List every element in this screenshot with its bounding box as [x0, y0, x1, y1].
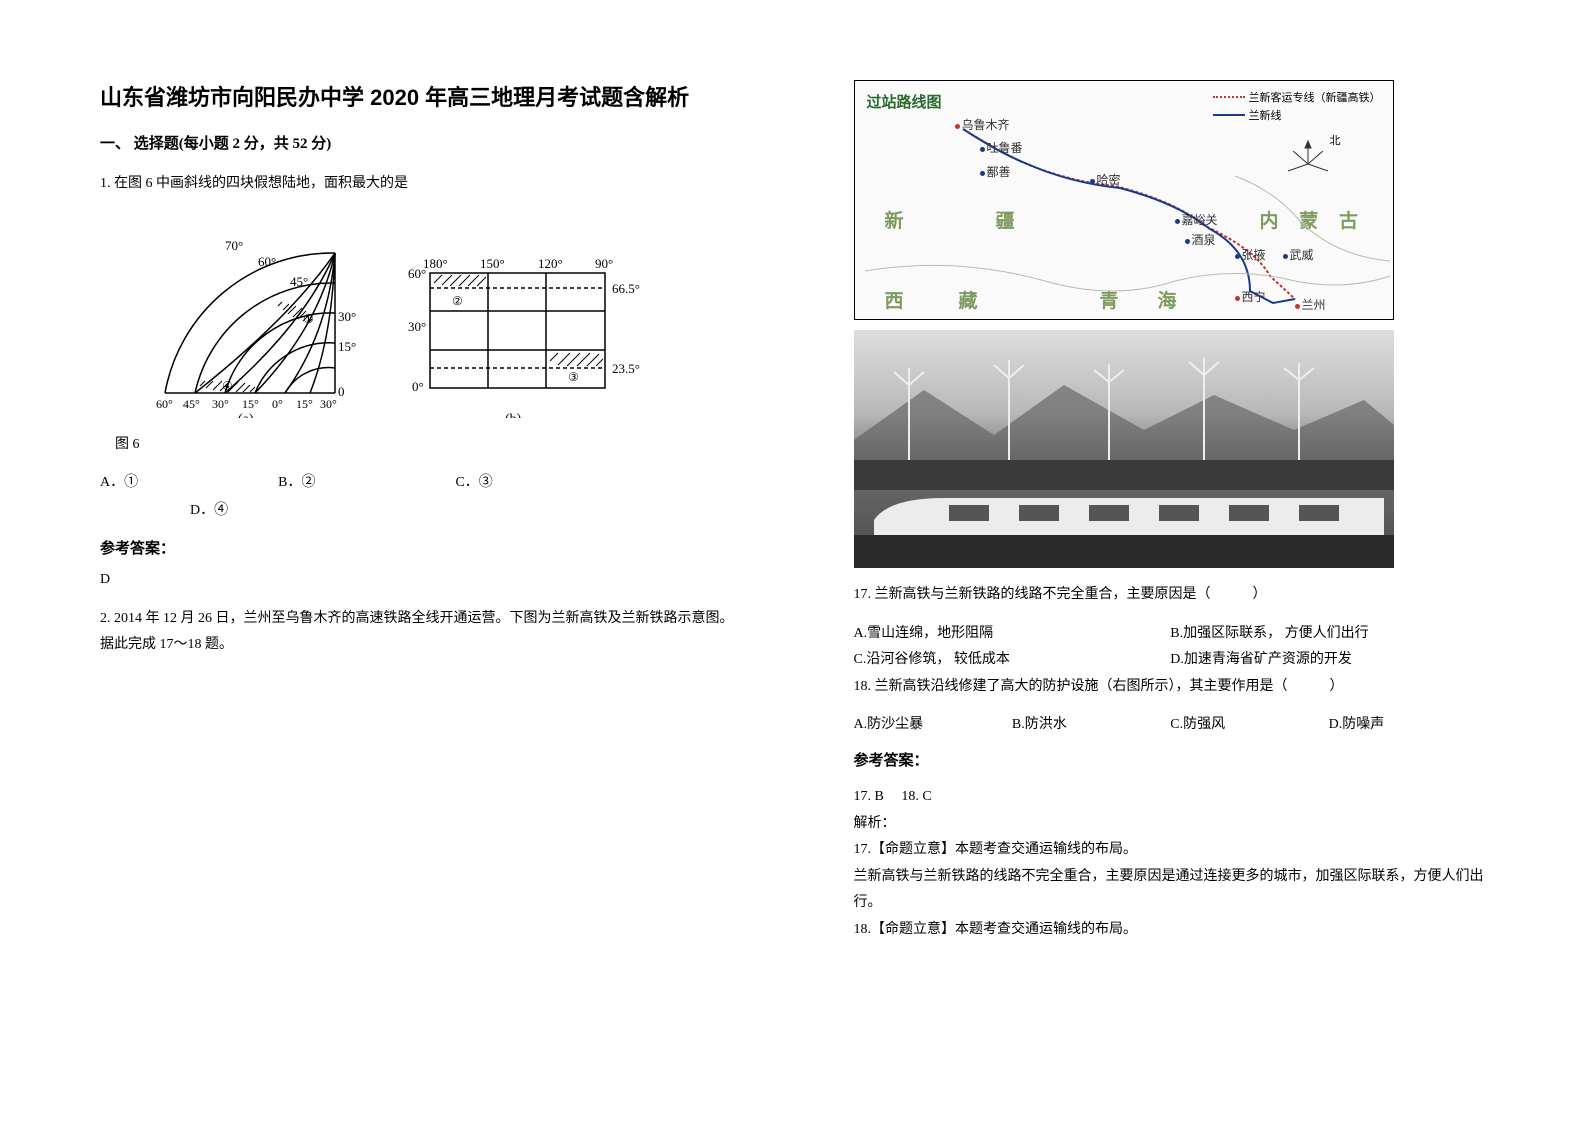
- q1-opt-b: B．②: [278, 471, 315, 491]
- a17-text: 兰新高铁与兰新铁路的线路不完全重合，主要原因是通过连接更多的城市，加强区际联系，…: [854, 864, 1488, 917]
- q17-text: 17. 兰新高铁与兰新铁路的线路不完全重合，主要原因是（ ）: [854, 582, 1488, 609]
- city-lanzhou: 兰州: [1302, 298, 1326, 312]
- svg-text:①: ①: [303, 312, 314, 326]
- q17-opt-c: C.沿河谷修筑， 较低成本: [854, 647, 1171, 674]
- svg-text:120°: 120°: [538, 256, 563, 271]
- svg-text:60°: 60°: [408, 266, 426, 281]
- svg-text:③: ③: [568, 370, 579, 384]
- q18-options: A.防沙尘暴 B.防洪水 C.防强风 D.防噪声: [854, 712, 1488, 739]
- q2-text: 2. 2014 年 12 月 26 日，兰州至乌鲁木齐的高速铁路全线开通运营。下…: [100, 606, 734, 659]
- q18-opt-a: A.防沙尘暴: [854, 712, 1012, 739]
- train-photo: [854, 330, 1394, 568]
- diagram-b-label: (b): [505, 412, 522, 418]
- svg-text:30°: 30°: [338, 309, 356, 324]
- q1-options: A．① B．② C．③: [100, 471, 734, 491]
- svg-text:66.5°: 66.5°: [612, 281, 640, 296]
- q18-opt-d: D.防噪声: [1329, 712, 1487, 739]
- city-jiayuguan: 嘉峪关: [1182, 213, 1218, 227]
- svg-text:0: 0: [338, 384, 345, 399]
- svg-text:70°: 70°: [225, 238, 243, 253]
- page-title: 山东省潍坊市向阳民办中学 2020 年高三地理月考试题含解析: [100, 80, 734, 112]
- city-shanshan: 鄯善: [987, 165, 1011, 179]
- svg-text:15°: 15°: [296, 397, 313, 411]
- svg-text:23.5°: 23.5°: [612, 361, 640, 376]
- q1-opt-a: A．①: [100, 471, 138, 491]
- q2-answer-label: 参考答案：: [854, 749, 1488, 770]
- svg-text:30°: 30°: [320, 397, 337, 411]
- city-wulumuqi: 乌鲁木齐: [962, 118, 1010, 132]
- q17-opt-b: B.加强区际联系， 方便人们出行: [1170, 621, 1487, 648]
- svg-text:60°: 60°: [156, 397, 173, 411]
- q2-answers: 17. B 18. C: [854, 784, 1488, 811]
- svg-text:180°: 180°: [423, 256, 448, 271]
- svg-text:15°: 15°: [338, 339, 356, 354]
- route-map: 过站路线图 兰新客运专线（新疆高铁） 兰新线 北 新 疆 内 蒙 古 西 藏 青…: [854, 80, 1394, 320]
- q18-text: 18. 兰新高铁沿线修建了高大的防护设施（右图所示），其主要作用是（ ）: [854, 674, 1488, 701]
- svg-text:④: ④: [222, 379, 233, 393]
- q17-options: A.雪山连绵，地形阻隔 B.加强区际联系， 方便人们出行 C.沿河谷修筑， 较低…: [854, 621, 1488, 674]
- a17-label: 17.【命题立意】本题考查交通运输线的布局。: [854, 837, 1488, 864]
- q1-answer: D: [100, 572, 734, 588]
- city-wuwei: 武威: [1290, 248, 1314, 262]
- q17-opt-d: D.加速青海省矿产资源的开发: [1170, 647, 1487, 674]
- svg-text:②: ②: [452, 294, 463, 308]
- city-jiuquan: 酒泉: [1192, 233, 1216, 247]
- a18-label: 18.【命题立意】本题考查交通运输线的布局。: [854, 917, 1488, 944]
- analysis-label: 解析：: [854, 811, 1488, 838]
- svg-text:60°: 60°: [258, 254, 276, 269]
- city-zhangye: 张掖: [1242, 248, 1266, 262]
- q1-opt-c: C．③: [455, 471, 492, 491]
- q18-opt-c: C.防强风: [1170, 712, 1328, 739]
- q1-figure: ① ④ 70° 60° 45° 30° 15° 0 60° 45° 30° 15…: [140, 228, 734, 423]
- section-header: 一、 选择题(每小题 2 分，共 52 分): [100, 132, 734, 153]
- q1-opt-d: D．④: [190, 499, 734, 519]
- svg-text:90°: 90°: [595, 256, 613, 271]
- svg-text:0°: 0°: [272, 397, 283, 411]
- svg-text:30°: 30°: [212, 397, 229, 411]
- svg-text:45°: 45°: [290, 274, 308, 289]
- city-xining: 西宁: [1242, 290, 1266, 304]
- svg-text:15°: 15°: [242, 397, 259, 411]
- q18-opt-b: B.防洪水: [1012, 712, 1170, 739]
- city-hami: 哈密: [1097, 173, 1121, 187]
- svg-text:45°: 45°: [183, 397, 200, 411]
- svg-text:150°: 150°: [480, 256, 505, 271]
- city-tulufan: 吐鲁番: [987, 141, 1023, 155]
- svg-text:0°: 0°: [412, 379, 424, 394]
- fig6-caption: 图 6: [115, 433, 734, 453]
- q1-text: 1. 在图 6 中画斜线的四块假想陆地，面积最大的是: [100, 171, 734, 198]
- svg-text:30°: 30°: [408, 319, 426, 334]
- diagram-a-label: (a): [238, 412, 254, 418]
- q1-answer-label: 参考答案：: [100, 537, 734, 558]
- q17-opt-a: A.雪山连绵，地形阻隔: [854, 621, 1171, 648]
